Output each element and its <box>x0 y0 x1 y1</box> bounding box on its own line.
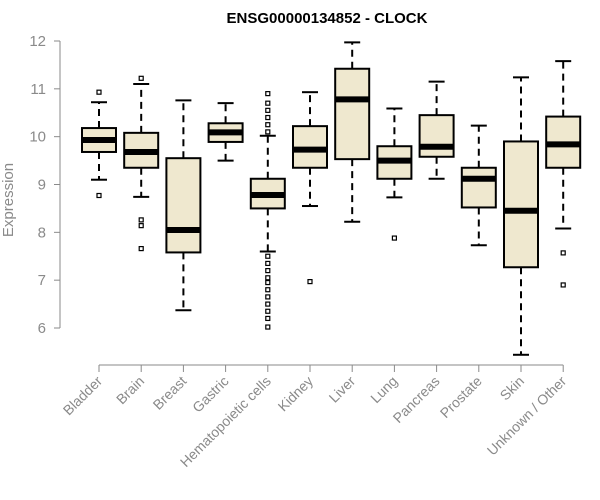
outlier-point <box>138 217 144 223</box>
outlier-point <box>265 308 271 314</box>
y-axis-label: Expression <box>0 163 17 237</box>
x-tick-label: Breast <box>150 373 190 413</box>
box-breast <box>165 99 202 312</box>
x-tick-label: Skin <box>497 373 528 404</box>
outlier-point <box>265 114 271 121</box>
outlier-point <box>138 75 144 81</box>
box-iqr <box>460 166 497 209</box>
outlier-point <box>138 223 144 229</box>
outlier-point <box>96 89 102 95</box>
box-unknown-other <box>545 60 582 288</box>
outlier-point <box>265 287 271 293</box>
box-bladder <box>81 89 117 199</box>
outlier-point <box>265 294 271 300</box>
box-liver <box>334 41 371 223</box>
outlier-point <box>265 253 271 259</box>
y-tick-label: 8 <box>38 224 46 241</box>
outlier-point <box>265 122 271 128</box>
outlier-point <box>265 301 271 307</box>
outlier-point <box>265 315 271 322</box>
outlier-point <box>265 260 271 267</box>
x-tick-label: Bladder <box>60 373 106 419</box>
box-pancreas <box>418 80 455 180</box>
box-iqr <box>334 67 371 161</box>
x-tick-label: Liver <box>326 373 359 406</box>
outlier-point <box>265 107 271 113</box>
outlier-point <box>265 91 271 97</box>
outlier-point <box>265 275 271 281</box>
outlier-point <box>138 245 144 252</box>
outlier-point <box>560 282 566 288</box>
y-tick-label: 11 <box>30 81 46 98</box>
x-tick-label: Brain <box>113 373 147 407</box>
outlier-point <box>265 100 271 106</box>
outlier-point <box>560 250 566 256</box>
box-series <box>81 41 582 356</box>
outlier-point <box>265 279 271 286</box>
box-prostate <box>460 124 497 247</box>
chart-title: ENSG00000134852 - CLOCK <box>227 10 428 27</box>
box-kidney <box>292 91 328 285</box>
box-iqr <box>418 114 455 158</box>
box-skin <box>503 76 539 356</box>
outlier-point <box>265 324 271 330</box>
y-tick-label: 6 <box>38 320 46 337</box>
box-brain <box>123 75 160 252</box>
box-iqr <box>165 157 202 254</box>
outlier-point <box>391 235 397 241</box>
y-tick-label: 10 <box>29 129 46 146</box>
y-tick-label: 9 <box>38 177 46 194</box>
x-tick-label: Kidney <box>275 373 317 415</box>
box-lung <box>376 107 413 241</box>
outlier-point <box>307 279 313 285</box>
y-tick-label: 7 <box>38 272 46 289</box>
outlier-point <box>265 129 271 135</box>
x-tick-label: Lung <box>367 373 400 406</box>
y-tick-label: 12 <box>29 33 46 50</box>
outlier-point <box>96 192 102 199</box>
outlier-point <box>265 268 271 274</box>
box-iqr <box>503 140 539 269</box>
x-tick-label: Pancreas <box>390 373 443 426</box>
box-gastric <box>207 102 244 162</box>
y-axis: 6 7 8 9 10 11 12 <box>29 33 61 337</box>
x-tick-label: Unknown / Other <box>484 373 570 459</box>
box-hematopoietic-cells <box>249 91 286 330</box>
x-tick-label: Prostate <box>437 373 485 421</box>
